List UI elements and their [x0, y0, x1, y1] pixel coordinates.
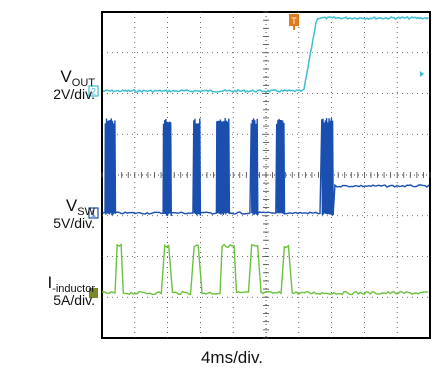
vout-channel-marker-text: 2: [91, 87, 96, 97]
vsw-channel-marker-box: [88, 207, 99, 219]
inductor-current-trace: [102, 243, 429, 296]
vsw-scale: 5V/div.: [53, 215, 95, 231]
timebase-label: 4ms/div.: [200, 348, 264, 367]
inductor-current-channel-marker: [89, 288, 98, 298]
trigger-marker: T: [289, 14, 299, 30]
inductor-current-label: I-inductor 5A/div.: [47, 273, 95, 308]
vout-channel-marker-box: [88, 85, 99, 97]
channel-markers: 2 1 T: [88, 14, 424, 298]
vout-label: VOUT 2V/div.: [53, 67, 95, 102]
vout-trace: [102, 15, 430, 94]
trigger-marker-text: T: [291, 16, 297, 26]
trace-area: [102, 15, 430, 296]
vsw-trace: [102, 117, 430, 217]
trigger-level-icon: [420, 71, 424, 77]
vout-channel-marker: 2: [88, 85, 99, 97]
vsw-label: VSW 5V/div.: [53, 196, 95, 231]
vsw-channel-marker-text: 1: [91, 209, 96, 219]
vsw-channel-marker: 1: [88, 207, 99, 219]
inductor-current-scale: 5A/div.: [53, 292, 95, 308]
trigger-marker-box: [289, 14, 299, 26]
vout-scale: 2V/div.: [53, 86, 95, 102]
